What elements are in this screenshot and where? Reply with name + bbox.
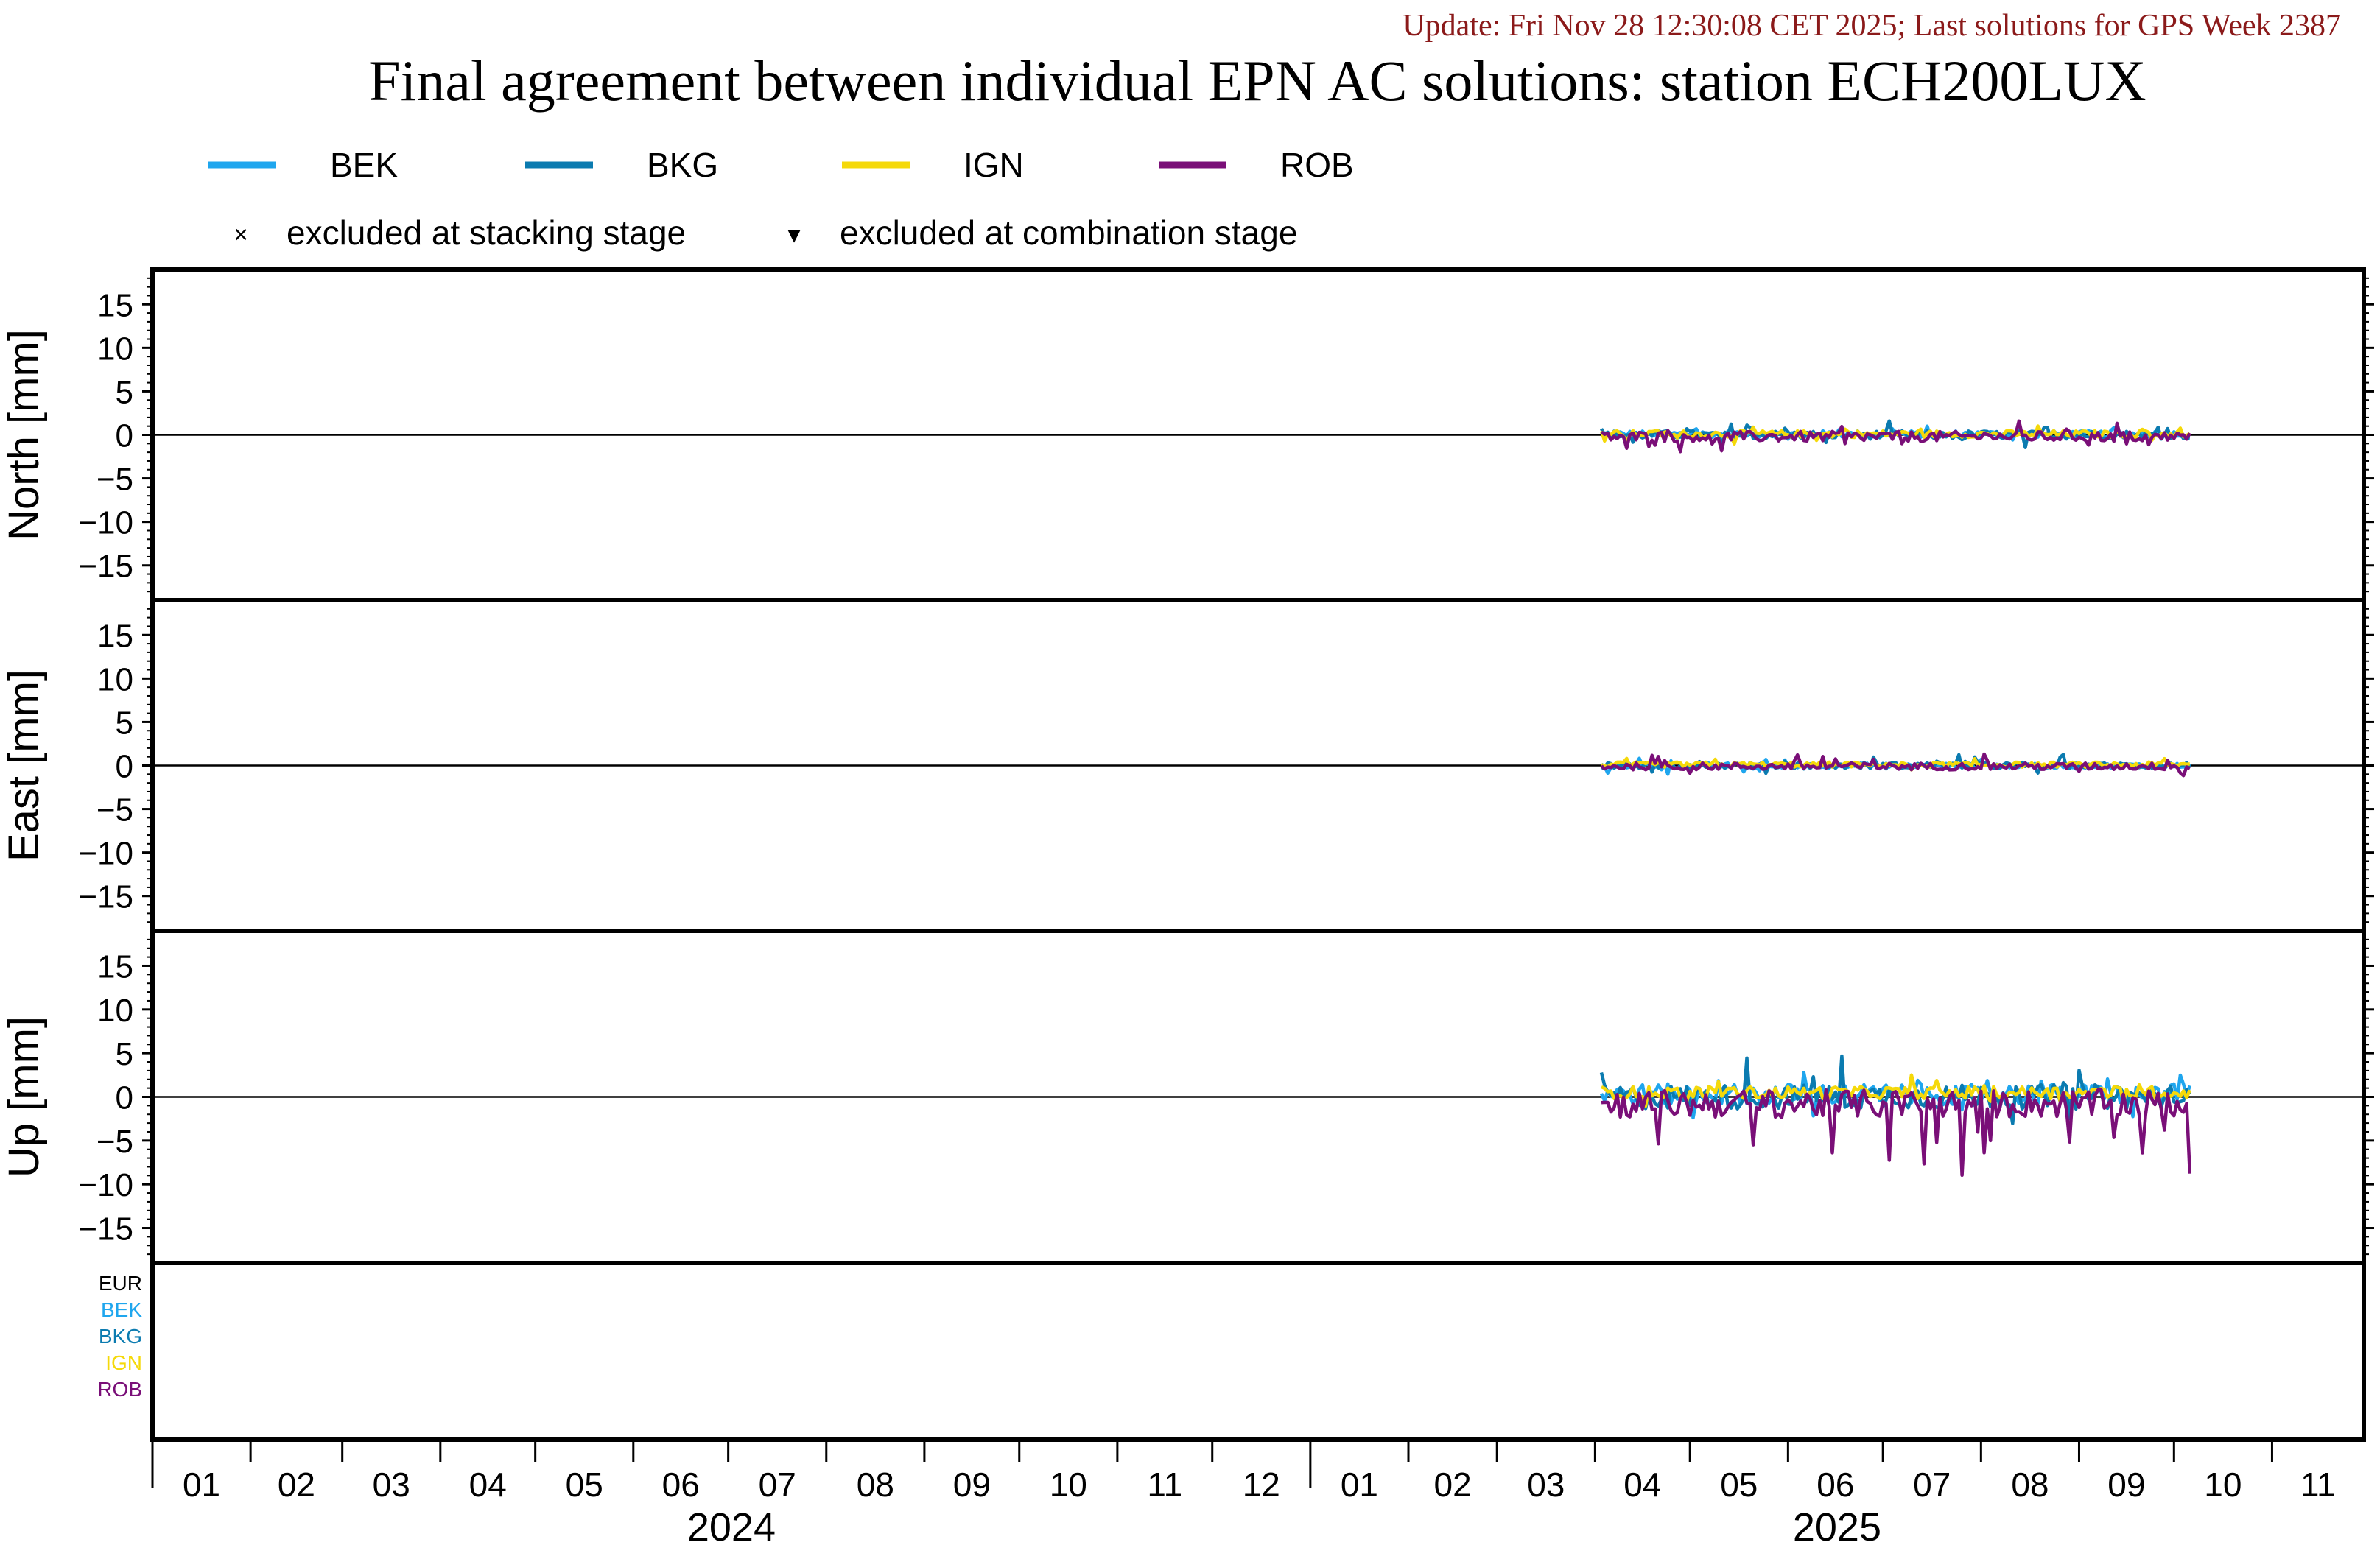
y-tick-label: 10 [97, 661, 133, 697]
series-line-rob [1600, 419, 2191, 454]
ac-list-frame [150, 1261, 2366, 1442]
ac-label-bkg: BKG [99, 1325, 142, 1348]
series-line-rob [1601, 1088, 2192, 1178]
legend: BEK BKG IGN ROB × excluded at stacking stage ▾… [208, 146, 1354, 252]
x-month-label: 07 [759, 1465, 796, 1504]
y-axis-label: Up [mm] [0, 1016, 48, 1178]
y-tick-label: 5 [116, 1036, 133, 1072]
y-axis-label: East [mm] [0, 669, 48, 862]
series-line-ign [1601, 756, 2190, 772]
triangle-marker-icon: ▾ [787, 221, 800, 249]
y-tick-label: 0 [116, 1080, 133, 1116]
panel-north: −15 −10 −5 0 5 10 15 North [mm] [0, 267, 2374, 602]
series-line-ign [1601, 1073, 2191, 1108]
ac-list-panel: EUR BEK BKG IGN ROB [97, 1261, 2366, 1442]
update-line: Update: Fri Nov 28 12:30:08 CET 2025; La… [1403, 9, 2341, 43]
legend-label-bkg: BKG [647, 146, 718, 184]
y-tick-label: 10 [97, 331, 133, 367]
time-axis: 01 02 03 04 05 06 07 08 09 10 11 12 01 02 03 04 05 06 07 08… [151, 1440, 2336, 1545]
x-month-label: 06 [1816, 1465, 1854, 1504]
y-tick-label: −5 [96, 462, 133, 498]
x-month-label: 01 [1341, 1465, 1378, 1504]
y-tick-label: 5 [116, 374, 133, 410]
x-month-label: 03 [373, 1465, 410, 1504]
x-month-label: 11 [1147, 1465, 1182, 1504]
panel-up: −15 −10 −5 0 5 10 15 Up [mm] [0, 929, 2374, 1265]
chart-title: Final agreement between individual EPN A… [368, 49, 2146, 113]
x-month-label: 07 [1913, 1465, 1951, 1504]
x-month-label: 05 [1720, 1465, 1758, 1504]
ac-label-bek: BEK [101, 1298, 142, 1321]
x-month-label: 10 [1050, 1465, 1087, 1504]
legend-label-ign: IGN [963, 146, 1024, 184]
y-tick-label: −5 [96, 792, 133, 828]
legend-label-bek: BEK [330, 146, 398, 184]
x-month-label: 04 [1623, 1465, 1661, 1504]
y-tick-label: 15 [97, 949, 133, 985]
x-month-label: 02 [1434, 1465, 1472, 1504]
plot-panels: −15 −10 −5 0 5 10 15 North [mm] −15 −10 −5 0 5 10 15 Ea… [0, 267, 2374, 1265]
cross-marker-icon: × [234, 221, 248, 249]
y-tick-label: −10 [78, 505, 133, 541]
y-tick-label: 0 [116, 418, 133, 454]
y-tick-label: −15 [78, 1211, 133, 1247]
y-tick-label: 15 [97, 287, 133, 323]
x-month-label: 11 [2300, 1465, 2336, 1504]
x-month-label: 08 [857, 1465, 894, 1504]
ac-label-ign: IGN [105, 1351, 142, 1374]
y-tick-label: −15 [78, 549, 133, 585]
y-tick-label: 10 [97, 993, 133, 1029]
x-month-label: 01 [183, 1465, 220, 1504]
x-month-label: 09 [953, 1465, 991, 1504]
x-month-label: 03 [1527, 1465, 1565, 1504]
legend-label-rob: ROB [1280, 146, 1354, 184]
x-month-label: 02 [278, 1465, 315, 1504]
x-month-label: 12 [1243, 1465, 1280, 1504]
x-year-label: 2024 [687, 1505, 776, 1545]
y-tick-label: −10 [78, 1167, 133, 1203]
x-month-label: 05 [566, 1465, 603, 1504]
x-month-label: 10 [2204, 1465, 2242, 1504]
ac-label-eur: EUR [99, 1272, 142, 1295]
y-tick-label: −15 [78, 879, 133, 915]
x-month-label: 06 [662, 1465, 700, 1504]
y-tick-label: 15 [97, 618, 133, 654]
y-tick-label: 5 [116, 705, 133, 741]
x-month-label: 04 [469, 1465, 507, 1504]
y-tick-label: −5 [96, 1124, 133, 1160]
y-tick-label: 0 [116, 749, 133, 785]
panel-east: −15 −10 −5 0 5 10 15 East [mm] [0, 598, 2374, 933]
x-year-label: 2025 [1793, 1505, 1881, 1545]
x-month-label: 08 [2011, 1465, 2049, 1504]
legend-marker-label: excluded at combination stage [840, 214, 1297, 252]
series-line-rob [1600, 752, 2191, 778]
legend-marker-label: excluded at stacking stage [287, 214, 686, 252]
y-axis-label: North [mm] [0, 329, 48, 541]
ac-label-rob: ROB [97, 1378, 142, 1401]
y-tick-label: −10 [78, 836, 133, 872]
x-month-label: 09 [2107, 1465, 2145, 1504]
